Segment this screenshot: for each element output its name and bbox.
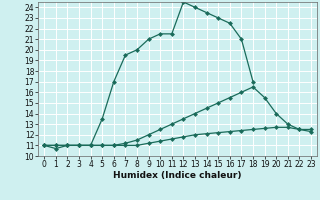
X-axis label: Humidex (Indice chaleur): Humidex (Indice chaleur) bbox=[113, 171, 242, 180]
